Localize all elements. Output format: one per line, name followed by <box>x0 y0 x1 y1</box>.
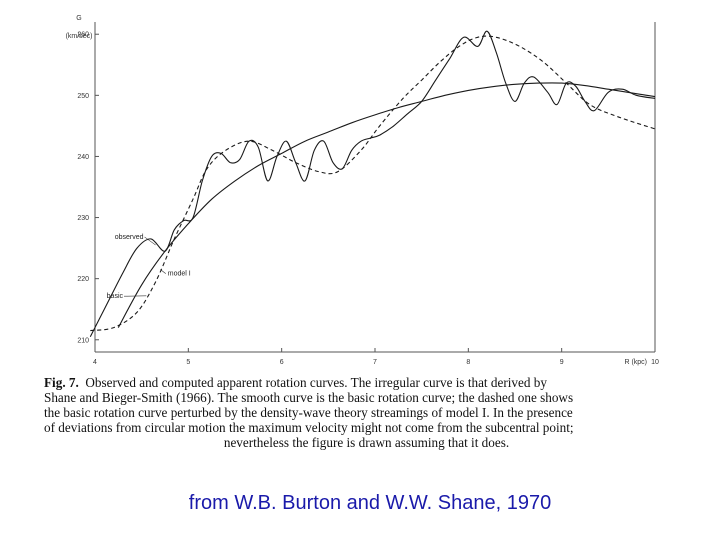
y-tick-label: 240 <box>77 154 89 161</box>
figure-caption: Fig. 7. Observed and computed apparent r… <box>44 375 689 450</box>
y-axis-unit: (km/sec) <box>66 33 93 40</box>
caption-line-4: of deviations from circular motion the m… <box>44 420 574 435</box>
caption-line-3: the basic rotation curve perturbed by th… <box>44 405 573 420</box>
y-tick-label: 220 <box>77 276 89 283</box>
x-tick-label: 7 <box>373 359 377 366</box>
curve-labels: observed model I basic <box>107 234 191 300</box>
y-axis-label: G <box>76 15 81 22</box>
model-curve <box>90 35 656 332</box>
caption-line-2: Shane and Bieger-Smith (1966). The smoot… <box>44 390 574 405</box>
curve-label-pointer <box>160 269 166 274</box>
x-tick-label: 4 <box>93 359 97 366</box>
plot-frame <box>94 22 656 353</box>
rotation-curve-figure: 210 220 230 240 250 260 4 5 6 7 8 9 10 G (km/sec) R (kp… <box>66 15 659 366</box>
y-tick-label: 260 <box>77 32 89 39</box>
basic-curve <box>117 82 656 328</box>
x-axis-label: R (kpc) <box>624 359 647 366</box>
observed-curve <box>89 30 656 337</box>
curve-label-pointer <box>144 236 156 246</box>
source-credit: from W.B. Burton and W.W. Shane, 1970 <box>188 492 552 514</box>
curve-label-3: basic <box>107 293 124 300</box>
caption-fig-label: Fig. 7. <box>44 375 79 390</box>
caption-line-5: nevertheless the figure is drawn assumin… <box>223 435 510 450</box>
axis-ticks: 210 220 230 240 250 260 4 5 6 7 8 9 10 G (km/sec) R (kp… <box>66 15 659 366</box>
curve-label-2: model I <box>168 271 191 278</box>
y-tick-label: 250 <box>77 93 89 100</box>
caption-line-1: Fig. 7. Observed and computed apparent r… <box>44 375 689 390</box>
x-tick-label: 5 <box>186 359 190 366</box>
y-tick-label: 230 <box>77 215 89 222</box>
x-tick-label: 9 <box>560 359 564 366</box>
curve-label-1: observed <box>115 234 144 241</box>
x-tick-label: 8 <box>466 359 470 366</box>
caption-line-1-text: Observed and computed apparent rotation … <box>85 375 547 390</box>
y-tick-label: 210 <box>77 337 89 344</box>
curves <box>89 30 656 337</box>
x-tick-label: 10 <box>651 359 659 366</box>
x-tick-label: 6 <box>280 359 284 366</box>
